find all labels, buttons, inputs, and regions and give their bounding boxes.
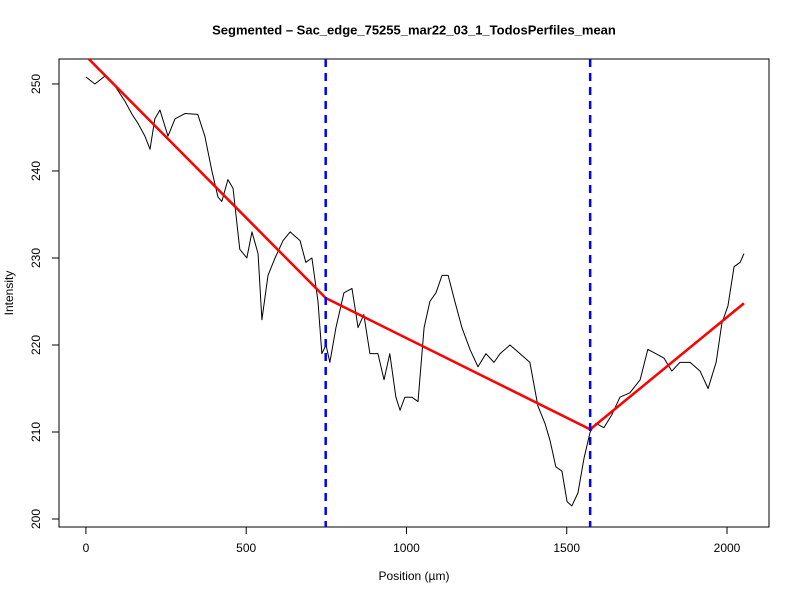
x-tick-label: 0 — [83, 541, 90, 555]
x-tick-label: 1500 — [553, 541, 580, 555]
y-tick-label: 210 — [29, 422, 43, 442]
x-tick-label: 2000 — [714, 541, 741, 555]
data-line — [87, 59, 745, 431]
y-tick-label: 220 — [29, 335, 43, 355]
x-axis-label: Position (µm) — [379, 569, 450, 583]
y-axis-label: Intensity — [2, 271, 16, 316]
y-tick-label: 250 — [29, 74, 43, 94]
y-tick-label: 230 — [29, 248, 43, 268]
x-tick-label: 1000 — [393, 541, 420, 555]
x-tick-label: 500 — [236, 541, 256, 555]
data-line — [85, 75, 745, 507]
chart-title: Segmented – Sac_edge_75255_mar22_03_1_To… — [212, 22, 616, 37]
y-tick-label: 200 — [29, 509, 43, 529]
plot-area — [85, 59, 745, 527]
y-tick-label: 240 — [29, 161, 43, 181]
